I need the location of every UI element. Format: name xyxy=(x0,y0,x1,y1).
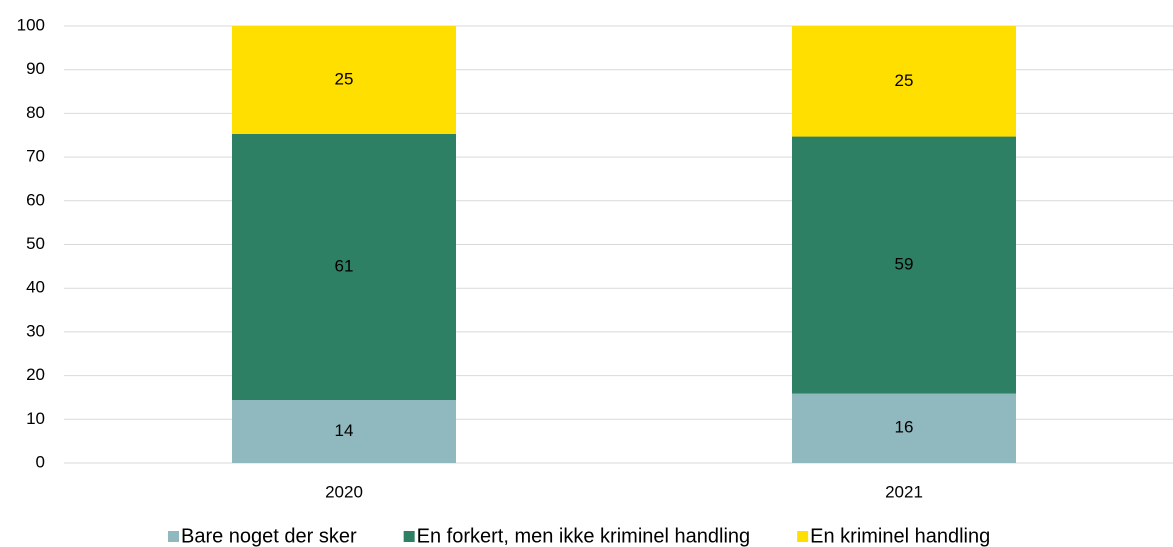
bar-segment xyxy=(792,393,1016,463)
data-label: 59 xyxy=(895,255,914,274)
bar-segment xyxy=(792,136,1016,394)
y-tick-label: 20 xyxy=(26,365,45,384)
legend-swatch xyxy=(168,531,179,542)
data-label: 14 xyxy=(335,421,354,440)
legend-swatch xyxy=(403,531,415,542)
y-tick-label: 30 xyxy=(26,321,45,340)
y-tick-label: 50 xyxy=(26,234,45,253)
bar-segment xyxy=(792,26,1016,137)
y-tick-label: 10 xyxy=(26,409,45,428)
y-tick-label: 70 xyxy=(26,147,45,166)
data-label: 25 xyxy=(335,69,354,88)
y-tick-label: 0 xyxy=(36,452,45,471)
bar-segment xyxy=(232,400,456,463)
legend-label: Bare noget der sker xyxy=(181,525,357,547)
y-tick-label: 80 xyxy=(26,103,45,122)
bar-segment xyxy=(232,133,456,401)
y-tick-label: 100 xyxy=(17,15,45,34)
data-label: 61 xyxy=(335,256,354,275)
y-tick-label: 90 xyxy=(26,59,45,78)
legend-swatch xyxy=(797,531,809,542)
bar-segment xyxy=(232,26,456,134)
x-tick-label: 2021 xyxy=(885,482,923,501)
y-tick-label: 40 xyxy=(26,278,45,297)
data-label: 16 xyxy=(895,418,914,437)
y-tick-label: 60 xyxy=(26,190,45,209)
legend-label: En forkert, men ikke kriminel handling xyxy=(417,525,750,547)
legend-label: En kriminel handling xyxy=(810,525,990,547)
x-tick-label: 2020 xyxy=(325,482,363,501)
data-label: 25 xyxy=(895,71,914,90)
